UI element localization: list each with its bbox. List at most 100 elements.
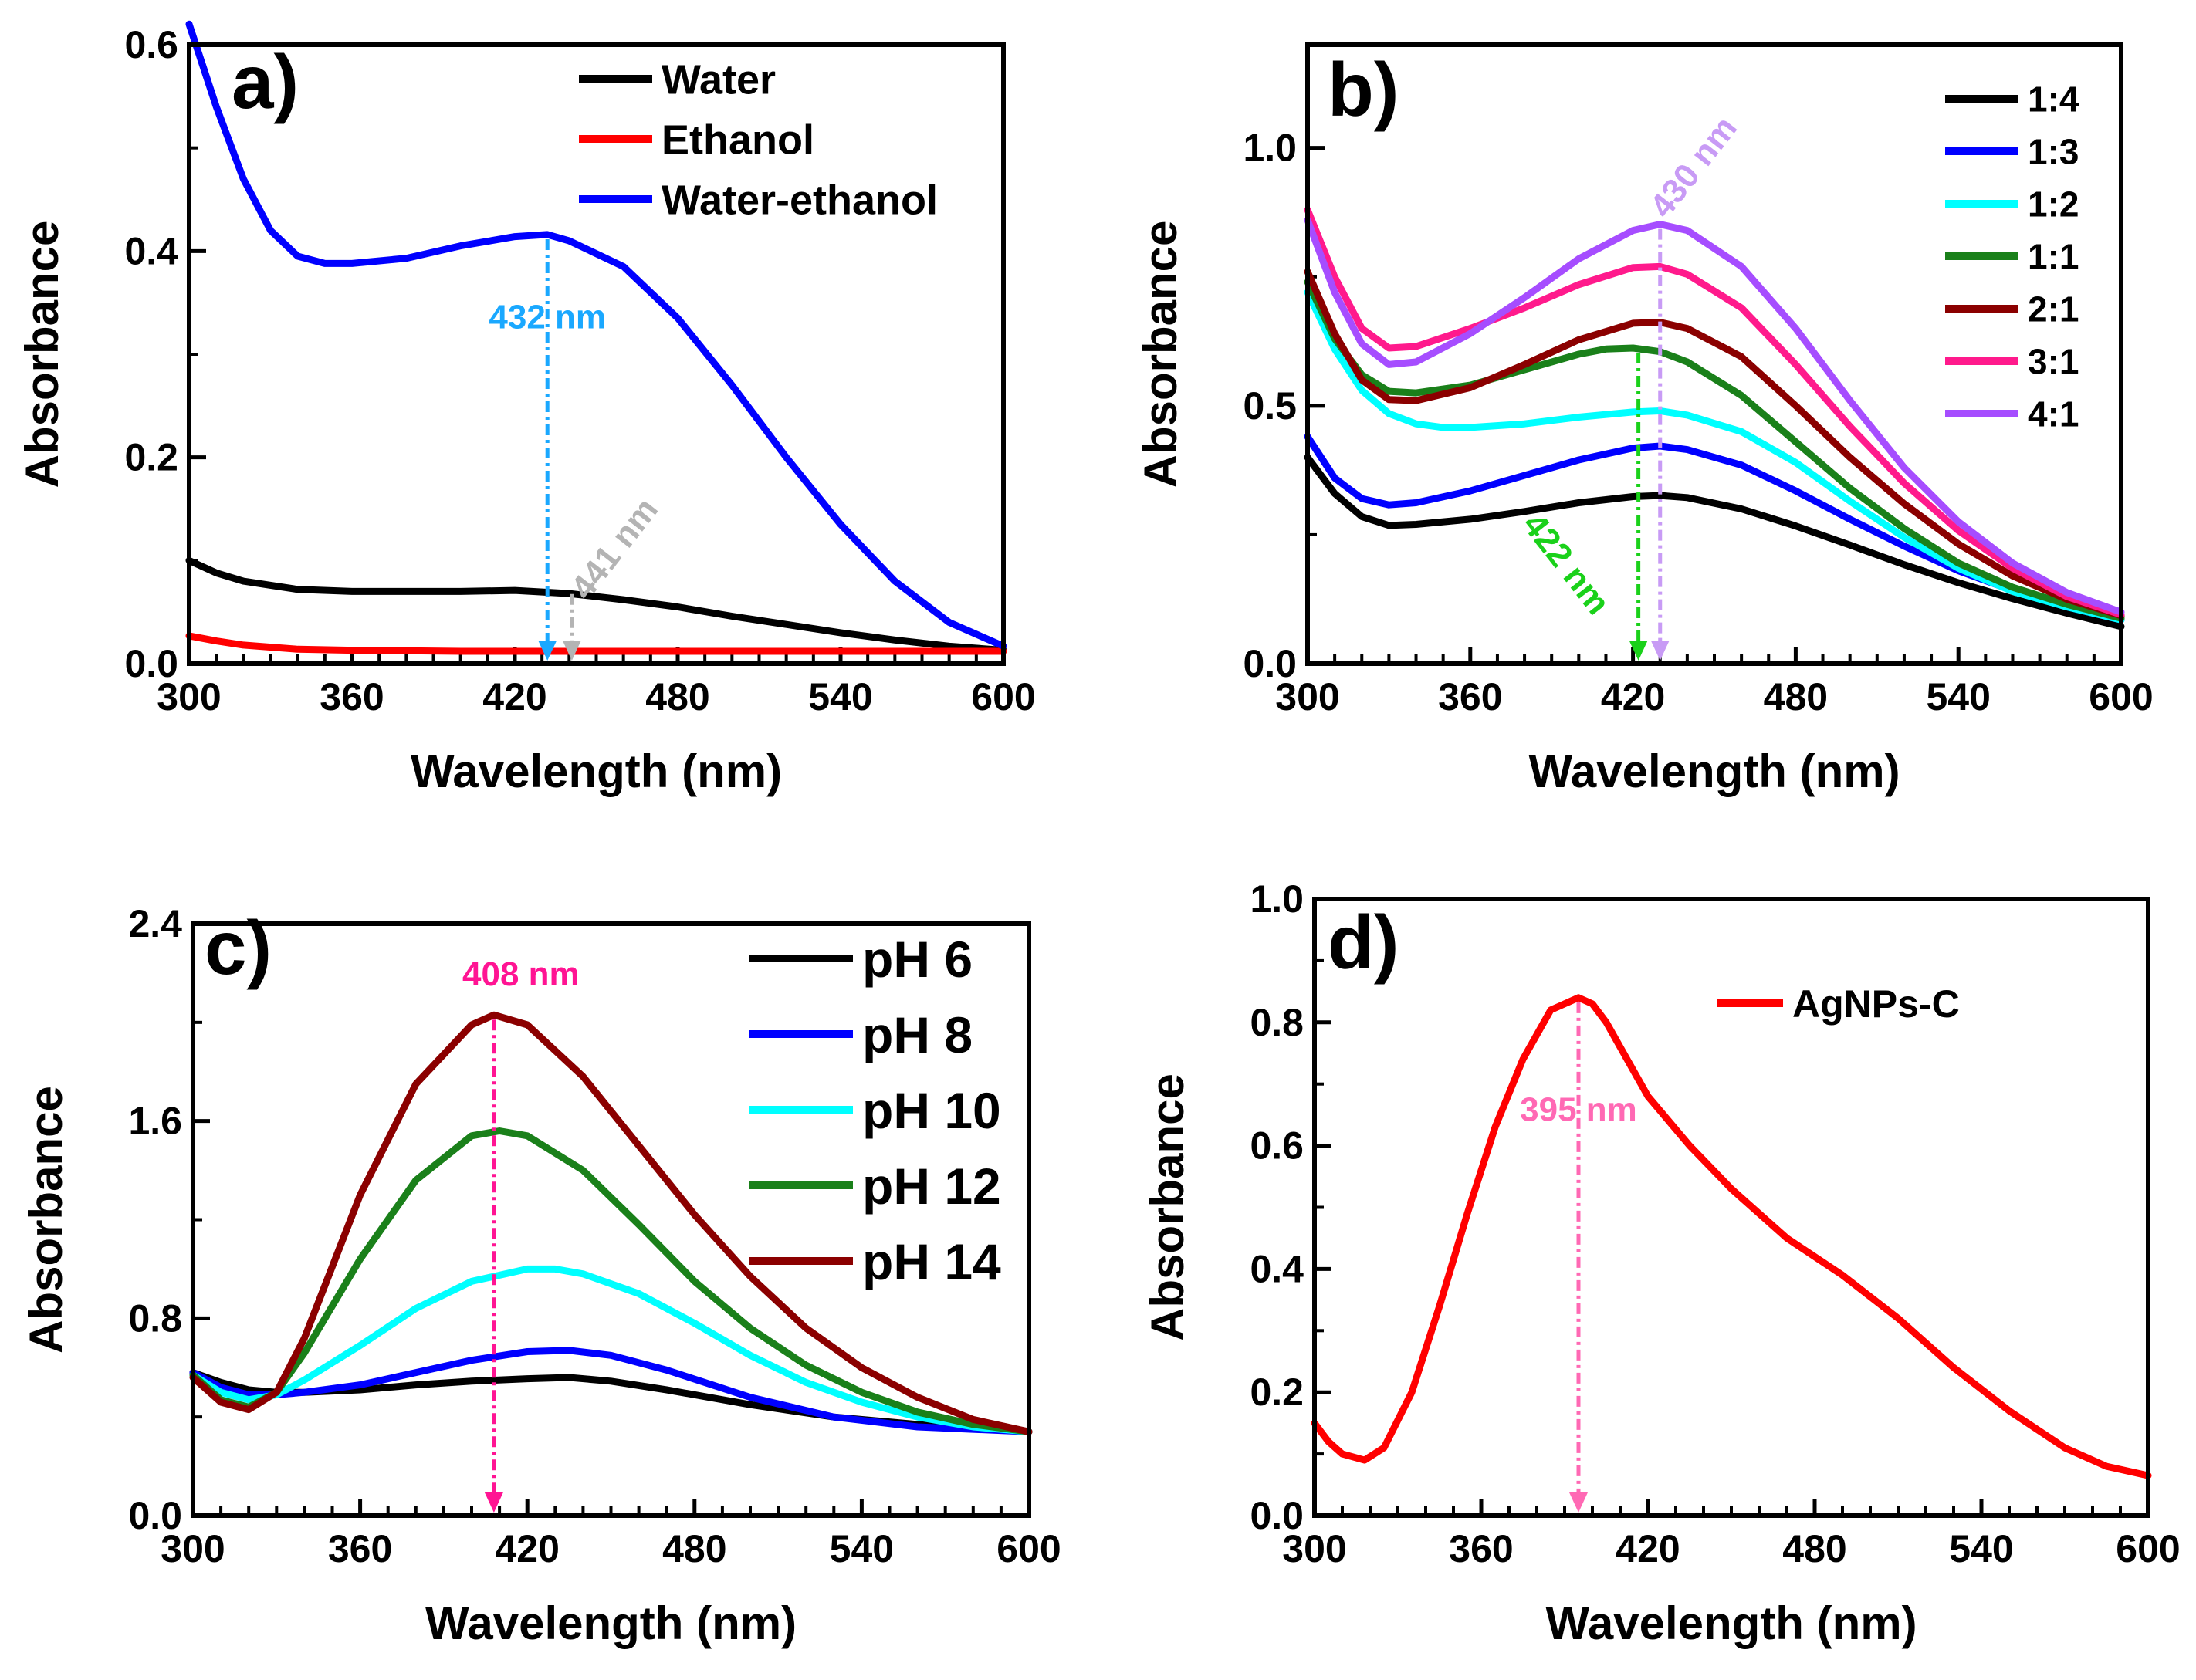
x-tick-label: 540 (1926, 675, 1990, 718)
x-tick-label: 480 (1782, 1527, 1846, 1570)
panel-label: a) (232, 39, 299, 124)
series-line-1-1 (1304, 278, 2125, 622)
series-line-agnps-c (1311, 994, 2152, 1479)
legend-label: Ethanol (662, 117, 814, 163)
x-tick-label: 300 (1282, 1527, 1346, 1570)
x-tick-label: 300 (1275, 675, 1339, 718)
peak-arrow-head (1629, 641, 1648, 661)
y-tick-label: 0.0 (124, 642, 178, 685)
peak-arrow-head (484, 1492, 503, 1513)
minor-ticks (1315, 958, 2122, 1516)
y-tick-label: 0.4 (1250, 1247, 1304, 1290)
peak-label: 441 nm (563, 491, 665, 607)
legend-label: 1:3 (2028, 132, 2079, 172)
peak-label: 422 nm (1515, 506, 1617, 622)
x-tick-label: 420 (482, 675, 546, 718)
x-tick-label: 360 (1449, 1527, 1513, 1570)
series-line-3-1 (1304, 206, 2125, 618)
y-tick-label: 1.0 (1250, 877, 1304, 921)
y-tick-label: 0.8 (1250, 1001, 1304, 1044)
x-tick-label: 540 (808, 675, 872, 718)
y-tick-label: 0.2 (1250, 1371, 1304, 1414)
legend-label: pH 8 (862, 1006, 973, 1063)
y-tick-label: 0.4 (124, 229, 178, 272)
plot-frame (1312, 897, 2150, 1518)
series-line-water-ethanol (185, 20, 1007, 650)
y-axis-label: Absorbance (1135, 221, 1186, 488)
plot-frame (191, 921, 1031, 1518)
legend-label: Water-ethanol (662, 177, 938, 223)
y-tick-label: 0.0 (1250, 1494, 1304, 1537)
y-tick-label: 0.0 (1243, 642, 1297, 685)
x-tick-label: 600 (2116, 1527, 2180, 1570)
panel-d: 300 360 420 480 540 600 0.0 0.2 0.4 0.6 0.8 1.0 AgNP… (1142, 877, 2181, 1649)
x-tick-label: 600 (971, 675, 1035, 718)
x-axis-label: Wavelength (nm) (425, 1597, 797, 1649)
minor-ticks (193, 1020, 1003, 1516)
x-tick-label: 480 (1764, 675, 1828, 718)
y-tick-label: 1.0 (1243, 127, 1297, 170)
y-tick-label: 2.4 (128, 902, 182, 945)
series-line-water (185, 556, 1007, 654)
legend-label: pH 12 (862, 1158, 1001, 1215)
x-axis-label: Wavelength (nm) (411, 745, 782, 797)
legend-label: AgNPs-C (1792, 982, 1960, 1026)
peak-label: 395 nm (1520, 1091, 1637, 1129)
legend-label: 3:1 (2028, 342, 2079, 382)
legend-label: Water (662, 56, 776, 103)
x-tick-label: 300 (157, 675, 221, 718)
series-line-2-1 (1304, 268, 2125, 620)
y-tick-label: 0.6 (124, 23, 178, 66)
y-tick-label: 0.5 (1243, 384, 1297, 428)
peak-arrow-head (562, 641, 581, 661)
x-tick-label: 420 (495, 1527, 559, 1570)
legend-label: pH 6 (862, 931, 973, 988)
legend-label: 4:1 (2028, 394, 2079, 434)
x-tick-label: 360 (1438, 675, 1502, 718)
x-tick-label: 600 (996, 1527, 1061, 1570)
y-axis-label: Absorbance (1142, 1073, 1193, 1341)
peak-arrow-head (1650, 641, 1670, 661)
panel-label: b) (1328, 47, 1399, 132)
legend-label: 1:1 (2028, 237, 2079, 277)
peak-arrow-head (1569, 1492, 1588, 1513)
series-line-ethanol (185, 632, 1007, 655)
legend-label: 1:4 (2028, 79, 2079, 120)
x-tick-label: 480 (645, 675, 709, 718)
series-line-ph-6 (189, 1369, 1033, 1435)
plot-frame (187, 42, 1006, 666)
x-tick-label: 420 (1616, 1527, 1680, 1570)
x-axis-label: Wavelength (nm) (1528, 745, 1900, 797)
peak-arrow-head (538, 641, 557, 661)
legend-label: pH 14 (862, 1233, 1001, 1290)
panel-c: 300 360 420 480 540 600 0.0 0.8 1.6 2.4 pH 6 pH 8 pH… (20, 902, 1061, 1649)
series-line-ph-14 (189, 1011, 1033, 1435)
y-tick-label: 0.0 (128, 1494, 182, 1537)
x-tick-label: 480 (662, 1527, 726, 1570)
panel-label: d) (1328, 900, 1399, 985)
panel-b: 300 360 420 480 540 600 0.0 0.5 1.0 1:4 1:3 1:2 1:1 2… (1135, 42, 2154, 797)
y-tick-label: 0.8 (128, 1296, 182, 1340)
y-axis-label: Absorbance (20, 1086, 72, 1354)
y-tick-label: 0.6 (1250, 1124, 1304, 1168)
legend-label: pH 10 (862, 1082, 1001, 1139)
legend-label: 1:2 (2028, 184, 2079, 225)
series-line-1-4 (1304, 454, 2125, 630)
x-tick-label: 360 (320, 675, 384, 718)
series-line-4-1 (1304, 216, 2125, 616)
x-tick-label: 420 (1601, 675, 1665, 718)
plot-frame (1305, 42, 2123, 666)
panel-a: 300 360 420 480 540 600 0.0 0.2 0.4 0.6 Water Ethan… (16, 20, 1036, 797)
series-line-1-2 (1304, 289, 2125, 624)
x-tick-label: 540 (830, 1527, 894, 1570)
x-tick-label: 300 (161, 1527, 225, 1570)
y-axis-label: Absorbance (16, 221, 68, 488)
peak-label: 432 nm (489, 299, 606, 336)
panel-label: c) (205, 905, 272, 990)
x-tick-label: 600 (2089, 675, 2153, 718)
x-tick-label: 360 (328, 1527, 392, 1570)
x-axis-label: Wavelength (nm) (1545, 1597, 1917, 1649)
peak-label: 430 nm (1643, 110, 1744, 225)
peak-label: 408 nm (462, 955, 580, 993)
